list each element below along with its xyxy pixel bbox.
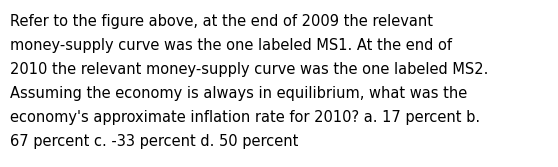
Text: Assuming the economy is always in equilibrium, what was the: Assuming the economy is always in equili… bbox=[10, 86, 467, 101]
Text: Refer to the figure above, at the end of 2009 the relevant: Refer to the figure above, at the end of… bbox=[10, 14, 433, 29]
Text: 67 percent c. -33 percent d. 50 percent: 67 percent c. -33 percent d. 50 percent bbox=[10, 134, 299, 149]
Text: money-supply curve was the one labeled MS1. At the end of: money-supply curve was the one labeled M… bbox=[10, 38, 452, 53]
Text: economy's approximate inflation rate for 2010? a. 17 percent b.: economy's approximate inflation rate for… bbox=[10, 110, 480, 125]
Text: 2010 the relevant money-supply curve was the one labeled MS2.: 2010 the relevant money-supply curve was… bbox=[10, 62, 488, 77]
